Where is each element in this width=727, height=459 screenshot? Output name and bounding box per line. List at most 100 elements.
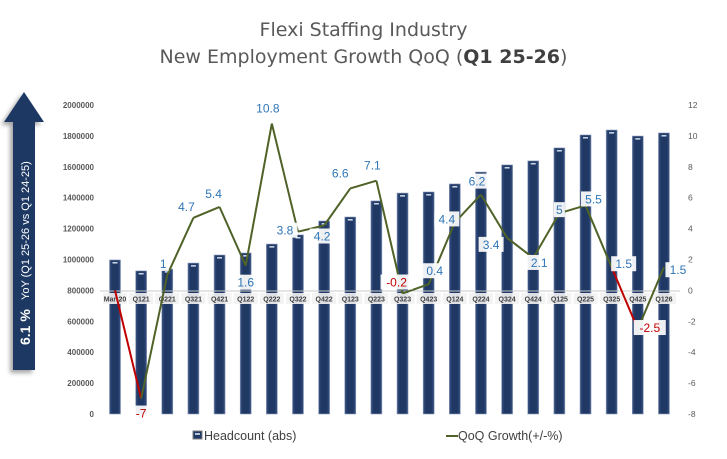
data-label: 0.4 [426,264,443,278]
bar-highlight [609,132,615,134]
bar-highlight [138,272,144,275]
bar [527,160,540,415]
right-tick-label: 4 [688,224,693,234]
right-tick-label: 8 [688,162,693,172]
data-label: 1.5 [615,257,632,271]
bar-highlight [269,246,275,248]
legend-headcount: Headcount (abs) [204,429,296,443]
category-label: Q124 [446,297,463,304]
bar-highlight [452,185,458,188]
data-label: 3.8 [277,224,294,238]
category-label: Mar-20 [104,297,127,304]
left-tick-label: 2000000 [63,101,95,110]
category-label: Q121 [133,297,150,304]
category-label: Q221 [159,297,176,304]
bar-highlight [373,202,379,205]
category-label: Q224 [472,297,489,304]
data-label: 3.4 [483,238,500,252]
left-tick-label: 1200000 [63,225,95,234]
bar-highlight [661,134,667,137]
bar-highlight [400,195,406,197]
data-label-bg [380,274,413,290]
category-label-bg [364,293,389,304]
category-label-bg [495,293,520,304]
category-label: Q323 [394,297,411,304]
yoy-value: 6.1 % [17,309,33,345]
data-label-bg [309,228,335,244]
data-label: 1 [160,257,167,271]
category-label-bg [312,293,337,304]
left-tick-label: 600000 [67,317,94,326]
category-label-bg [442,293,467,304]
bar-highlight [164,271,170,273]
right-tick-label: -2 [688,316,696,326]
right-tick-label: -6 [688,378,696,388]
category-axis: Mar-20 Q121 Q221 Q321 Q421 Q122 Q222 Q322 Q422 Q1… [103,293,676,304]
bar-highlight [243,255,249,257]
chart-title-line2: New Employment Growth QoQ (Q1 25-26) [0,46,727,68]
bar-highlight [217,257,223,259]
line-segment [610,266,639,330]
data-label: -0.2 [386,275,407,289]
category-label-bg [259,293,284,304]
data-label: 4.2 [314,230,331,244]
left-tick-label: 1600000 [63,163,95,172]
left-tick-label: 0 [90,410,95,419]
bar-highlight [112,261,118,264]
category-label-bg [390,293,415,304]
line-segment [166,217,195,276]
line-series-qoq-growth [114,123,665,399]
right-axis: -8 -6 -4 -2 0 2 4 6 8 10 12 [688,100,698,419]
bar-highlight [556,149,562,152]
data-label-bg [665,262,691,278]
category-label-bg [625,293,650,304]
category-label: Q425 [629,297,646,304]
data-label: -7 [136,407,147,421]
data-label: 1.6 [237,276,254,290]
category-label: Q123 [342,297,359,304]
right-tick-label: -4 [688,347,696,357]
data-label: 4.4 [438,212,455,226]
data-label: 5.4 [205,187,222,201]
data-label-bg [611,256,637,272]
category-label-bg [651,293,676,304]
data-label: 1.5 [670,263,687,277]
bar-highlight [426,193,432,196]
chart-title-line1: Flexi Staffing Industry [259,19,468,41]
left-tick-label: 1800000 [63,132,95,141]
data-label-bg [581,191,607,207]
data-label-bg [526,254,552,270]
category-label: Q223 [368,297,385,304]
line-segment [584,205,613,268]
category-label-bg [599,293,624,304]
category-label: Q324 [499,297,516,304]
data-label-bg [157,255,169,271]
line-segment [480,194,508,239]
left-tick-label: 800000 [67,286,94,295]
left-tick-label: 1000000 [63,256,95,265]
data-label-bg [233,274,259,290]
category-label: Q225 [577,297,594,304]
data-label-bg [553,202,565,218]
right-tick-label: 6 [688,193,693,203]
category-label: Q222 [263,297,280,304]
bar [292,234,304,415]
data-label: 4.7 [178,200,195,214]
data-label: 5.5 [585,192,602,206]
category-label-bg [547,293,572,304]
bar [501,164,513,415]
line-segment [506,237,534,259]
bar-highlight [295,236,301,239]
data-label-bg [251,100,284,116]
right-tick-label: 2 [688,255,693,265]
bar-highlight [347,219,353,221]
category-label: Q322 [289,297,306,304]
data-label-bg [272,222,298,238]
category-label: Q125 [551,297,568,304]
line-segment [323,187,352,227]
legend-qoq-growth: QoQ Growth(+/-%) [458,429,563,443]
category-label-bg [338,293,363,304]
bar [109,259,121,415]
right-tick-label: 10 [688,131,698,141]
category-label: Q321 [185,297,202,304]
